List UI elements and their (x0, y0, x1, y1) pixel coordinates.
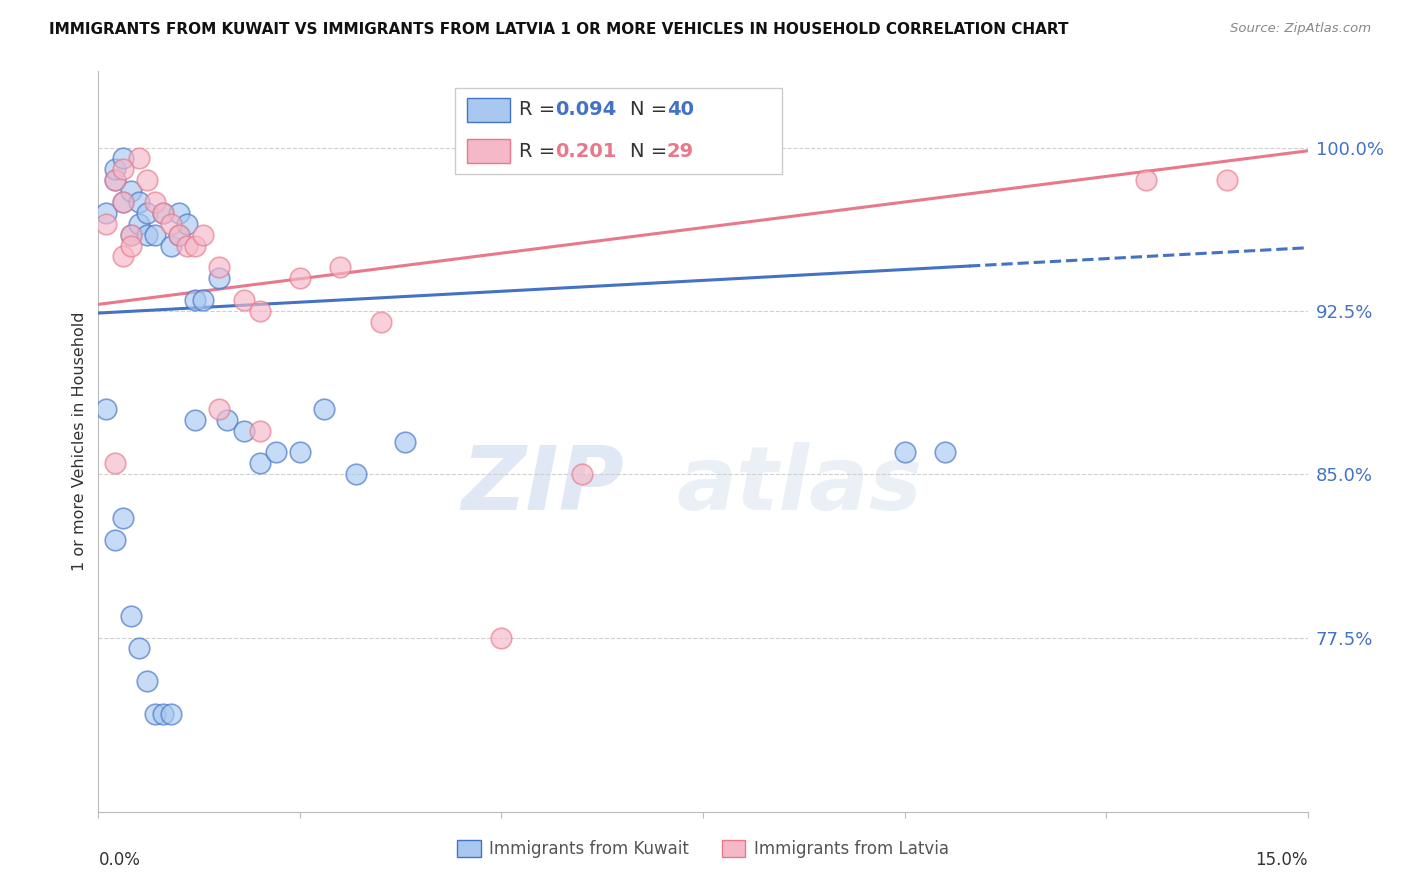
Point (103, 162, 125, 177)
Point (128, 152, 150, 166)
Point (143, 227, 166, 242)
Point (152, 206, 174, 220)
Point (176, 217, 198, 231)
Point (160, 706, 183, 721)
Point (111, 250, 134, 264)
Point (288, 445, 311, 459)
FancyBboxPatch shape (467, 98, 509, 121)
Point (152, 206, 174, 220)
Point (329, 260, 352, 275)
Point (1135, 173, 1157, 187)
Point (314, 401, 336, 416)
Point (143, 194, 166, 209)
Point (160, 238, 183, 252)
Point (184, 413, 207, 427)
Text: 0.201: 0.201 (555, 142, 617, 161)
Point (264, 445, 287, 459)
Text: 0.0%: 0.0% (98, 851, 141, 869)
FancyBboxPatch shape (467, 139, 509, 163)
Point (135, 227, 157, 242)
Point (120, 608, 142, 623)
Point (176, 238, 198, 252)
Point (370, 315, 392, 329)
Point (96, 401, 118, 416)
Text: 0.094: 0.094 (555, 101, 617, 120)
Point (232, 424, 254, 438)
Text: 29: 29 (666, 142, 693, 161)
Point (111, 194, 134, 209)
Point (111, 152, 134, 166)
Point (893, 445, 915, 459)
Point (167, 227, 190, 242)
Point (491, 631, 513, 645)
Text: R =: R = (519, 142, 562, 161)
Point (120, 227, 142, 242)
Text: R =: R = (519, 101, 562, 120)
Point (128, 217, 150, 231)
Point (217, 413, 239, 427)
Point (193, 293, 215, 307)
Point (111, 162, 134, 177)
Point (184, 293, 207, 307)
Point (232, 293, 254, 307)
Point (249, 424, 271, 438)
Point (103, 173, 125, 187)
Point (135, 173, 157, 187)
Point (152, 706, 174, 721)
Point (167, 227, 190, 242)
Point (249, 304, 271, 318)
Point (143, 706, 166, 721)
Point (135, 674, 157, 689)
Point (208, 401, 231, 416)
Point (120, 227, 142, 242)
Text: Source: ZipAtlas.com: Source: ZipAtlas.com (1230, 22, 1371, 36)
Point (193, 227, 215, 242)
Point (103, 456, 125, 470)
Point (128, 194, 150, 209)
Point (167, 206, 190, 220)
Point (571, 467, 593, 482)
Text: ZIP: ZIP (461, 442, 624, 530)
Text: IMMIGRANTS FROM KUWAIT VS IMMIGRANTS FROM LATVIA 1 OR MORE VEHICLES IN HOUSEHOLD: IMMIGRANTS FROM KUWAIT VS IMMIGRANTS FRO… (49, 22, 1069, 37)
Point (249, 456, 271, 470)
Point (96, 206, 118, 220)
Y-axis label: 1 or more Vehicles in Household: 1 or more Vehicles in Household (72, 312, 87, 571)
Legend: Immigrants from Kuwait, Immigrants from Latvia: Immigrants from Kuwait, Immigrants from … (449, 831, 957, 866)
Point (103, 173, 125, 187)
Point (1216, 173, 1239, 187)
Text: N =: N = (630, 101, 673, 120)
Point (111, 194, 134, 209)
Text: N =: N = (630, 142, 673, 161)
Point (184, 238, 207, 252)
Point (394, 434, 416, 449)
Point (288, 271, 311, 285)
Point (344, 467, 367, 482)
Text: 40: 40 (666, 101, 693, 120)
Text: atlas: atlas (676, 442, 922, 530)
Text: 15.0%: 15.0% (1256, 851, 1308, 869)
Point (934, 445, 956, 459)
FancyBboxPatch shape (456, 88, 782, 174)
Point (103, 533, 125, 547)
Point (120, 184, 142, 198)
Point (160, 217, 183, 231)
Point (128, 641, 150, 656)
Point (96, 217, 118, 231)
Point (111, 510, 134, 524)
Point (135, 206, 157, 220)
Point (120, 238, 142, 252)
Point (208, 271, 231, 285)
Point (208, 260, 231, 275)
